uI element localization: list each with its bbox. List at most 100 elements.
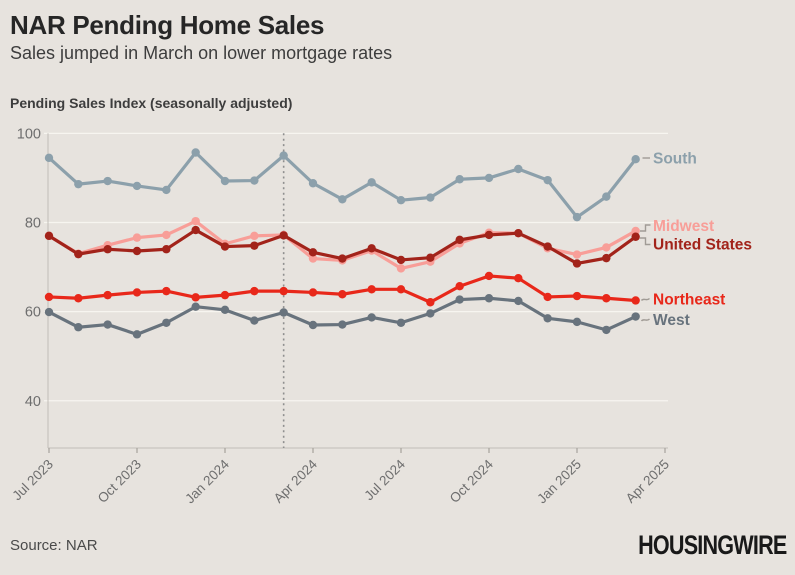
data-point-west [132,330,142,339]
data-point-northeast [162,286,171,296]
data-point-midwest [191,216,200,226]
legend-label-south: South [653,151,697,168]
data-point-west [220,305,230,315]
data-point-south [572,212,582,222]
data-point-west [455,295,464,304]
data-point-united-states [396,255,406,265]
data-point-united-states [367,244,376,253]
data-point-west [426,309,435,318]
data-point-west [103,320,112,329]
data-point-united-states [132,246,142,256]
legend-connector-midwest [640,224,651,232]
data-point-northeast [484,271,494,281]
chart-subtitle: Sales jumped in March on lower mortgage … [10,43,393,63]
data-point-south [631,154,640,164]
data-point-northeast [367,285,376,294]
data-point-northeast [44,292,54,302]
data-point-south [250,176,259,185]
data-point-south [455,175,464,184]
legend-connector-united-states [640,237,651,246]
data-point-northeast [250,286,259,296]
data-point-united-states [572,259,582,268]
data-point-west [543,314,552,323]
data-point-northeast [103,290,112,300]
data-point-northeast [572,291,582,301]
x-tick-label: Oct 2024 [447,456,497,506]
data-point-south [338,195,347,204]
legend-connector-west [640,318,650,322]
x-tick-label: Jul 2023 [9,457,56,504]
data-point-south [514,164,523,174]
data-point-northeast [455,282,464,291]
data-point-south [132,181,142,191]
data-point-south [279,151,288,160]
data-point-northeast [396,285,406,294]
data-point-united-states [250,241,259,250]
data-point-united-states [631,232,640,241]
x-tick-label: Jul 2024 [361,456,408,503]
data-point-midwest [631,226,640,236]
data-point-midwest [308,254,318,263]
data-point-west [367,313,376,322]
data-point-northeast [220,290,230,300]
data-point-south [543,175,552,185]
x-tick-label: Apr 2024 [271,456,321,506]
data-point-united-states [484,230,494,240]
data-point-united-states [602,253,611,263]
data-point-south [426,193,435,202]
data-point-south [162,185,171,195]
data-point-west [74,323,83,332]
data-point-midwest [572,250,582,259]
data-point-west [162,318,171,327]
y-axis-title: Pending Sales Index (seasonally adjusted… [10,95,293,111]
x-tick-label: Oct 2023 [95,457,144,506]
data-point-united-states [279,231,288,240]
data-point-south [74,179,83,189]
data-point-midwest [250,231,259,241]
data-point-northeast [602,294,611,303]
data-point-northeast [338,290,347,299]
legend-label-northeast: Northeast [653,292,725,309]
legend-label-midwest: Midwest [653,218,714,235]
data-point-south [44,153,54,163]
data-point-united-states [44,231,54,241]
data-point-west [631,312,640,321]
data-point-united-states [162,245,171,254]
data-point-west [338,320,347,329]
data-point-northeast [279,286,288,296]
x-tick-label: Apr 2025 [623,457,672,506]
data-point-united-states [543,242,552,251]
data-point-united-states [308,248,318,257]
data-point-west [572,317,582,327]
y-tick-label: 100 [17,126,41,142]
data-point-northeast [631,296,640,305]
data-point-united-states [103,245,112,254]
data-point-united-states [514,228,523,238]
data-point-northeast [74,294,83,303]
data-point-west [308,320,318,330]
data-point-west [484,294,494,303]
data-point-northeast [514,273,523,283]
legend-label-united-states: United States [653,237,752,254]
data-point-midwest [132,233,142,242]
data-point-united-states [220,242,230,251]
data-point-northeast [543,292,552,302]
data-point-midwest [162,230,171,240]
data-point-northeast [308,288,318,297]
data-point-united-states [74,249,83,259]
data-point-northeast [191,293,200,302]
data-point-west [191,302,200,311]
data-point-united-states [426,253,435,262]
housingwire-logo: HOUSINGWIRE [638,530,788,560]
chart-title: NAR Pending Home Sales [10,10,325,40]
data-point-south [367,178,376,187]
data-point-west [250,316,259,325]
data-point-midwest [396,264,406,273]
data-point-west [396,318,406,327]
data-point-united-states [455,235,464,245]
data-point-northeast [426,298,435,307]
data-point-united-states [338,254,347,263]
y-tick-label: 60 [25,305,41,321]
